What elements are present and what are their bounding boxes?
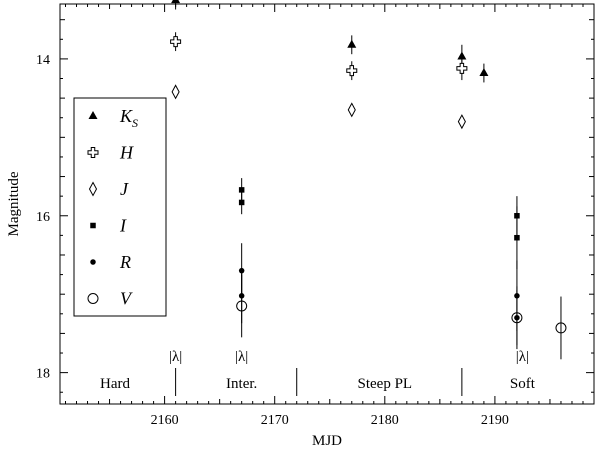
series-i [238, 178, 520, 270]
series-r [238, 243, 520, 346]
data-point [170, 36, 182, 48]
legend-label-subscript: S [132, 116, 138, 130]
lambda-marker: |λ| [516, 349, 529, 365]
legend-marker-j [88, 181, 98, 197]
data-point [236, 300, 248, 312]
data-point [347, 39, 357, 48]
data-point [456, 62, 468, 74]
x-axis-label: MJD [312, 433, 342, 449]
data-point [238, 187, 245, 193]
x-tick-label: 2190 [481, 413, 509, 428]
legend-label-k: KS [119, 106, 138, 130]
legend-marker-r [90, 259, 96, 265]
x-tick-label: 2180 [371, 413, 399, 428]
x-tick-label: 2160 [151, 413, 179, 428]
legend-label-text: I [119, 216, 127, 236]
y-axis: 14 16 18 [36, 19, 594, 393]
data-point [171, 84, 180, 100]
series-k [171, 0, 489, 83]
series-h [170, 32, 468, 81]
legend-label-text: K [119, 106, 133, 126]
legend-label-text: H [119, 143, 134, 163]
legend-marker-i [90, 222, 96, 229]
y-tick-label: 18 [36, 367, 50, 382]
data-point [511, 312, 523, 324]
lambda-marker: |λ| [235, 349, 248, 365]
y-tick-label: 14 [36, 53, 50, 68]
data-point [555, 322, 567, 334]
state-annotations: Hard Inter. Steep PL Soft |λ| |λ| |λ| [100, 349, 536, 396]
legend-marker-h [87, 147, 99, 158]
state-label: Soft [510, 376, 536, 392]
data-point [238, 199, 245, 206]
legend-marker-k [88, 111, 98, 119]
legend-label-text: R [119, 252, 131, 272]
data-point [171, 0, 181, 4]
series-v [236, 274, 567, 360]
legend-marker-v [87, 293, 99, 304]
data-point [479, 68, 489, 77]
x-tick-label: 2170 [261, 413, 289, 428]
state-label: Hard [100, 376, 130, 392]
data-point [514, 234, 520, 241]
y-tick-label: 16 [36, 210, 50, 225]
legend-label-v: V [120, 289, 133, 309]
legend-box [73, 97, 167, 317]
legend-label-h: H [119, 143, 134, 163]
y-axis-label: Magnitude [6, 171, 22, 236]
data-point [346, 65, 358, 77]
series-j [171, 84, 466, 130]
data-point [457, 51, 467, 60]
legend-label-i: I [119, 216, 127, 236]
state-label: Steep PL [358, 376, 413, 392]
lambda-marker: |λ| [169, 349, 182, 365]
state-label: Inter. [226, 376, 257, 392]
legend-label-j: J [120, 179, 129, 199]
plot-frame [59, 3, 595, 405]
data-point [347, 102, 356, 118]
legend-label-r: R [119, 252, 131, 272]
data-point [457, 114, 466, 130]
legend-label-text: V [120, 289, 133, 309]
data-points [170, 0, 567, 360]
legend-label-text: J [120, 179, 129, 199]
